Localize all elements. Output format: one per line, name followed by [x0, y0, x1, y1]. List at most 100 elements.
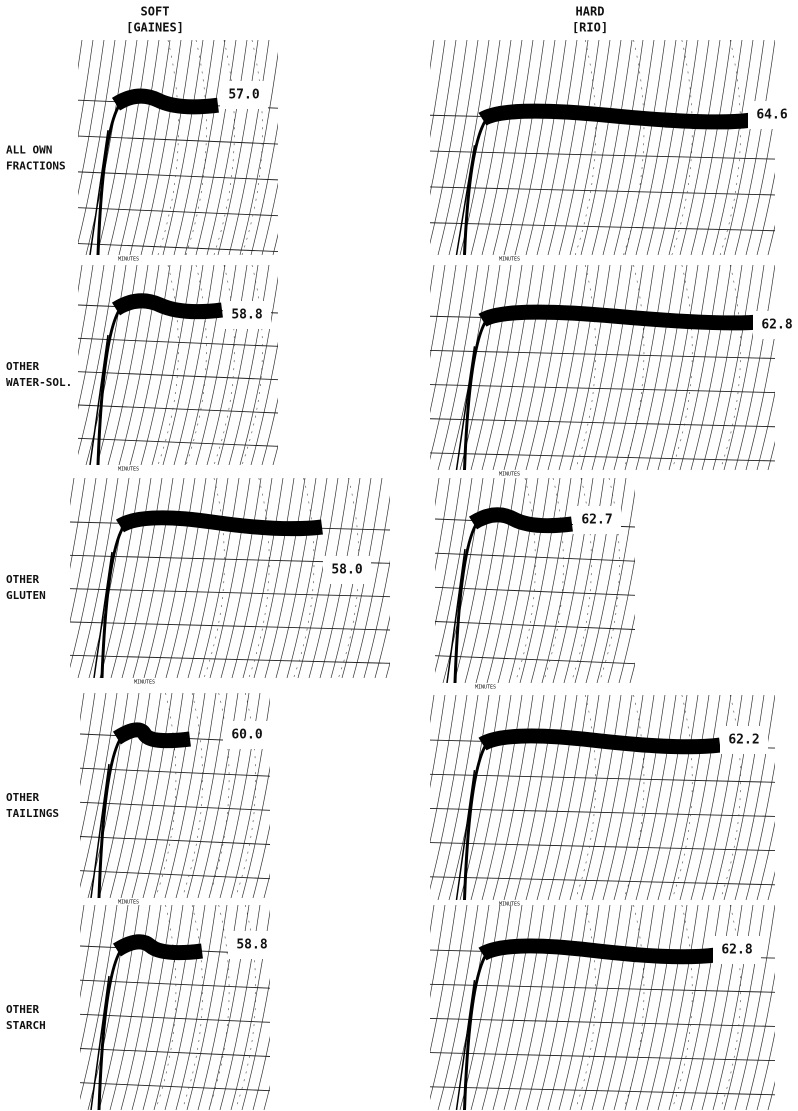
- farinogram: [0, 265, 313, 465]
- chart-arc: [158, 265, 178, 465]
- row-label: WATER-SOL.: [6, 376, 72, 389]
- chart-rule: [430, 1087, 775, 1095]
- chart-grid: [44, 905, 84, 1110]
- chart-grid: [44, 693, 84, 898]
- chart-grid: [350, 905, 390, 1110]
- value: 58.8: [236, 938, 267, 953]
- chart-grid: [386, 478, 426, 678]
- chart-grid: [394, 695, 434, 900]
- chart-rule: [78, 244, 278, 252]
- value: 62.7: [581, 513, 612, 528]
- chart-grid: [377, 478, 417, 683]
- chart-rule: [80, 1049, 270, 1057]
- chart-grid: [273, 40, 313, 255]
- chart-grid: [34, 478, 74, 678]
- chart-grid: [768, 905, 798, 1110]
- row-label: STARCH: [6, 1019, 46, 1032]
- curve-band: [116, 301, 222, 312]
- chart-rule: [78, 372, 278, 380]
- chart-rule: [430, 223, 775, 231]
- chart-grid: [746, 905, 786, 1110]
- chart-grid: [746, 695, 786, 900]
- chart-grid: [350, 40, 390, 255]
- chart-rule: [70, 622, 390, 630]
- value: 60.0: [231, 728, 262, 743]
- curve-band: [117, 942, 202, 953]
- chart-rule: [430, 453, 775, 461]
- chart-grid: [251, 40, 291, 255]
- chart-rule: [80, 871, 270, 879]
- value: 64.6: [756, 108, 787, 123]
- farinogram: [350, 695, 798, 900]
- chart-rule: [430, 350, 775, 358]
- chart-grid: [394, 905, 434, 1110]
- chart-arc: [543, 478, 563, 683]
- chart-arc: [624, 265, 644, 470]
- chart-grid: [399, 478, 439, 683]
- figure: SOFT [GAINES] HARD [RIO] 57.0MINUTES64.6…: [0, 0, 798, 1111]
- chart-grid: [372, 265, 412, 470]
- chart-grid: [372, 695, 412, 900]
- chart-rule: [435, 622, 635, 630]
- chart-grid: [366, 478, 406, 683]
- minutes-label: MINUTES: [499, 472, 520, 478]
- value: 62.2: [728, 733, 759, 748]
- chart-rule: [78, 405, 278, 413]
- curve-band: [483, 312, 768, 323]
- chart-grid: [757, 695, 797, 900]
- minutes-label: MINUTES: [475, 685, 496, 691]
- chart-arc: [624, 40, 644, 255]
- farinogram: [350, 905, 798, 1110]
- chart-grid: [383, 905, 423, 1110]
- value: 57.0: [228, 88, 259, 103]
- value: 58.8: [231, 308, 262, 323]
- chart-grid: [361, 905, 401, 1110]
- chart-grid: [375, 478, 415, 678]
- row-label: FRACTIONS: [6, 159, 66, 172]
- chart-rule: [430, 843, 775, 851]
- chart-grid: [746, 40, 786, 255]
- chart-rule: [430, 385, 775, 393]
- chart-arc: [575, 695, 595, 900]
- chart-arc: [624, 905, 644, 1110]
- row-label: OTHER: [6, 573, 39, 586]
- column-header: SOFT: [141, 5, 170, 19]
- chart-arc: [575, 40, 595, 255]
- chart-grid: [350, 695, 390, 900]
- chart-grid: [619, 478, 659, 683]
- chart-arc: [182, 693, 202, 898]
- chart-grid: [262, 265, 302, 465]
- curve-band: [483, 111, 751, 122]
- chart-rule: [430, 187, 775, 195]
- value: 62.8: [721, 943, 752, 958]
- column-subheader: [GAINES]: [126, 21, 184, 35]
- chart-grid: [757, 905, 797, 1110]
- column-subheader: [RIO]: [572, 21, 608, 35]
- chart-grid: [768, 40, 798, 255]
- chart-grid: [372, 40, 412, 255]
- farinogram: [350, 40, 798, 255]
- chart-grid: [262, 40, 302, 255]
- chart-arc: [186, 40, 206, 255]
- row-label: TAILINGS: [6, 807, 59, 820]
- chart-arc: [575, 265, 595, 470]
- minutes-label: MINUTES: [118, 467, 139, 473]
- chart-grid: [361, 695, 401, 900]
- chart-grid: [251, 265, 291, 465]
- chart-rule: [80, 837, 270, 845]
- chart-grid: [630, 478, 670, 683]
- chart-grid: [350, 265, 390, 470]
- chart-grid: [42, 265, 82, 465]
- chart-grid: [383, 695, 423, 900]
- chart-rule: [80, 1083, 270, 1091]
- chart-arc: [182, 905, 202, 1110]
- chart-rule: [70, 655, 390, 663]
- minutes-label: MINUTES: [134, 680, 155, 686]
- value: 58.0: [331, 563, 362, 578]
- row-label: OTHER: [6, 1003, 39, 1016]
- minutes-label: MINUTES: [118, 257, 139, 263]
- chart-rule: [430, 877, 775, 885]
- curve-band: [483, 736, 721, 747]
- chart-rule: [430, 808, 775, 816]
- chart-arc: [515, 478, 535, 683]
